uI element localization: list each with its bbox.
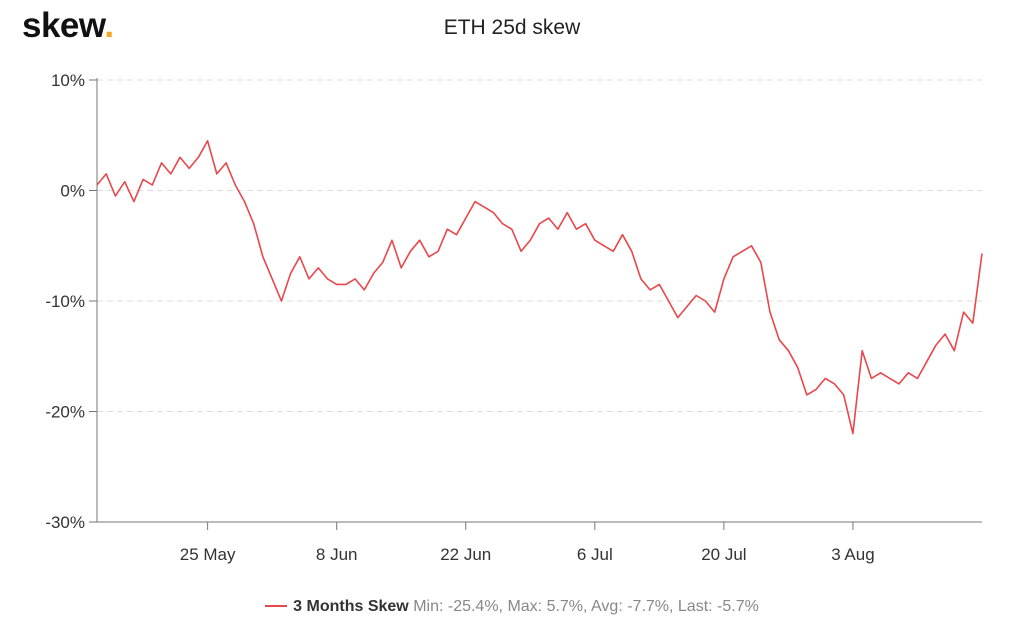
skew-logo: skew. <box>22 6 114 46</box>
logo-text: skew <box>22 6 105 45</box>
legend-swatch <box>265 604 288 607</box>
x-tick-label: 6 Jul <box>577 545 613 564</box>
y-tick-label: 0% <box>60 182 85 201</box>
y-tick-label: -30% <box>45 513 85 532</box>
x-tick-label: 8 Jun <box>316 545 358 564</box>
legend-series-name: 3 Months Skew <box>293 598 409 615</box>
logo-dot: . <box>104 6 114 45</box>
y-tick-label: -20% <box>45 403 85 422</box>
y-tick-label: 10% <box>51 71 85 90</box>
x-tick-label: 22 Jun <box>440 545 491 564</box>
chart-legend[interactable]: 3 Months Skew Min: -25.4%, Max: 5.7%, Av… <box>0 598 1024 616</box>
line-chart: 10% 0% -10% -20% -30% 25 May 8 Jun 22 Jun 6 Jul 2… <box>45 71 983 564</box>
y-tick-label: -10% <box>45 292 85 311</box>
chart-title: ETH 25d skew <box>443 16 581 39</box>
x-tick-label: 20 Jul <box>701 545 746 564</box>
x-tick-label: 25 May <box>180 545 236 564</box>
x-tick-label: 3 Aug <box>831 545 875 564</box>
series-line <box>96 140 983 435</box>
legend-series-stats: Min: -25.4%, Max: 5.7%, Avg: -7.7%, Last… <box>413 598 759 615</box>
